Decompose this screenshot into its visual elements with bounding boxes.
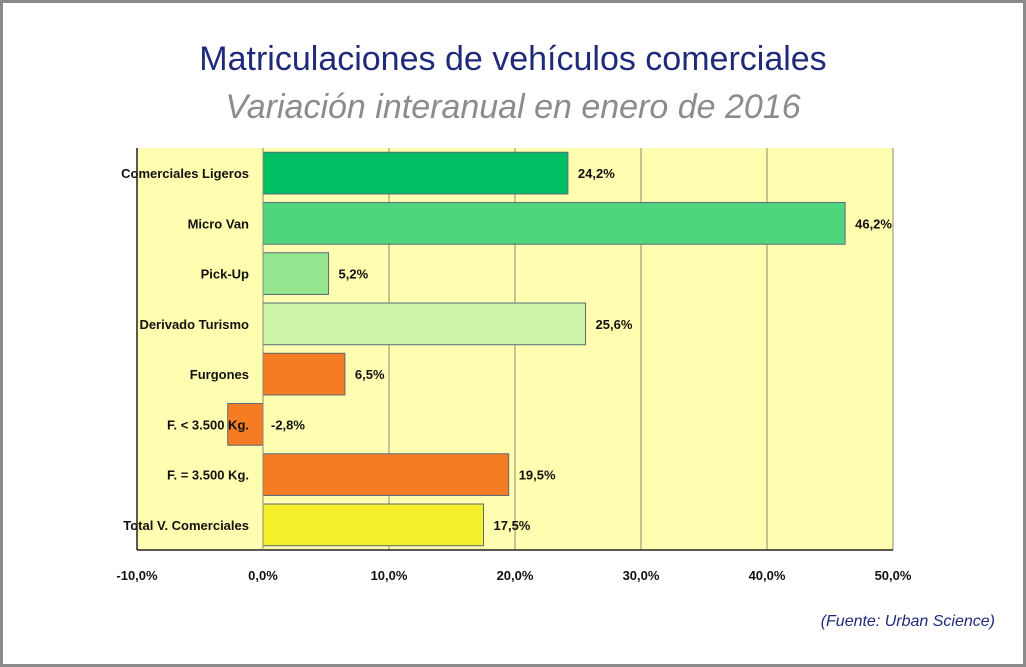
data-label: 17,5%	[494, 518, 531, 533]
category-label: F. = 3.500 Kg.	[167, 468, 249, 483]
category-label: Derivado Turismo	[139, 317, 249, 332]
x-tick-label: -10,0%	[116, 568, 158, 583]
bar	[262, 503, 484, 547]
category-label: Micro Van	[188, 216, 249, 231]
x-tick-label: 20,0%	[497, 568, 534, 583]
data-label: 6,5%	[355, 367, 385, 382]
bar	[262, 252, 330, 295]
category-label: Comerciales Ligeros	[121, 166, 249, 181]
data-label: 19,5%	[519, 468, 556, 483]
data-label: 46,2%	[855, 216, 892, 231]
bar	[262, 453, 510, 496]
category-label: Pick-Up	[201, 267, 249, 282]
source-note: (Fuente: Urban Science)	[820, 613, 995, 630]
bar	[262, 352, 346, 396]
bar	[262, 151, 569, 195]
bar	[227, 403, 264, 446]
chart-title: Matriculaciones de vehículos comerciales	[199, 40, 827, 78]
category-label: F. < 3.500 Kg.	[167, 417, 249, 432]
x-tick-label: 40,0%	[749, 568, 786, 583]
bar	[262, 202, 846, 245]
bar	[262, 302, 587, 346]
category-label: Furgones	[190, 367, 249, 382]
data-label: 25,6%	[596, 317, 633, 332]
data-label: 24,2%	[578, 166, 615, 181]
x-tick-label: 50,0%	[875, 568, 912, 583]
data-label: 5,2%	[339, 267, 369, 282]
category-label: Total V. Comerciales	[123, 518, 249, 533]
chart-subtitle: Variación interanual en enero de 2016	[225, 88, 801, 126]
data-label: -2,8%	[271, 417, 305, 432]
x-tick-label: 0,0%	[248, 568, 278, 583]
x-tick-label: 10,0%	[371, 568, 408, 583]
x-tick-label: 30,0%	[623, 568, 660, 583]
bar-chart: -10,0% 0,0% 10,0% 20,0% 30,0% 40,0% 50,0% Comer…	[116, 148, 912, 583]
